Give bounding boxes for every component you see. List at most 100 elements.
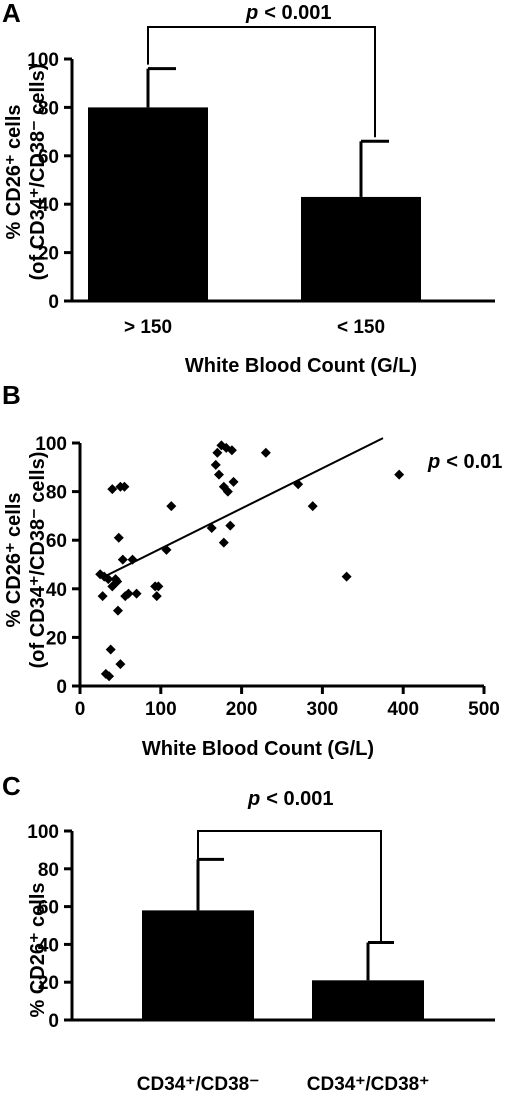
panel-a-tick-labels: 0 20 40 60 80 100 > 150 < 150	[27, 50, 385, 338]
c-y-tick-label: 60	[38, 898, 59, 919]
panel-b-tick-labels: 0 20 40 60 80 100 0 100 200 300 400 500	[35, 434, 500, 720]
a-y-tick-label: 40	[38, 195, 59, 216]
panel-b-data-point	[115, 659, 126, 670]
panel-b-data-point	[107, 484, 118, 495]
panel-c-p-text: < 0.001	[266, 788, 333, 810]
c-bar	[312, 980, 424, 1020]
panel-c-tick-labels: 0 20 40 60 80 100 CD34⁺/CD38⁻ CD34⁺/CD38⁺	[27, 822, 429, 1095]
panel-b-data-point	[151, 591, 162, 602]
panel-b-data-point	[307, 501, 318, 512]
panel-b-points	[95, 440, 405, 682]
panel-b-data-point	[394, 469, 405, 480]
panel-b-trendline	[103, 437, 384, 578]
panel-b-y-axis-label-line2: (of CD34⁺/CD38⁻ cells)	[27, 452, 49, 669]
panel-b-trendline-line	[103, 437, 384, 578]
panel-b-x-tick-label: 0	[75, 699, 86, 720]
panel-c-axes	[64, 829, 495, 1022]
panel-b-data-point	[153, 581, 164, 592]
panel-b-data-point	[105, 644, 116, 655]
panel-b-data-point	[225, 520, 236, 531]
a-bar	[301, 196, 421, 301]
panel-b-data-point	[341, 571, 352, 582]
a-x-category-label: < 150	[337, 317, 385, 338]
a-y-tick-label: 0	[48, 292, 59, 313]
panel-b-p-text: < 0.01	[446, 451, 502, 473]
panel-c-y-axis-label: % CD26⁺ cells	[27, 882, 49, 1017]
panel-b-y-tick-label: 20	[46, 628, 67, 649]
c-y-tick-label: 40	[38, 935, 59, 956]
panel-b-y-tick-label: 100	[35, 434, 67, 455]
a-y-tick-label: 60	[38, 147, 59, 168]
panel-b-data-point	[104, 671, 115, 682]
panel-b-x-tick-label: 300	[307, 699, 339, 720]
panel-b-data-point	[260, 447, 271, 458]
panel-b-y-axis-label-line1: % CD26⁺ cells	[3, 492, 25, 627]
panel-a-y-axis-label-line1: % CD26⁺ cells	[3, 104, 25, 239]
panel-c-letter: C	[2, 771, 21, 801]
panel-b-data-point	[226, 445, 237, 456]
panel-b-data-point	[293, 479, 304, 490]
panel-c: C 0 20 40 60 80 100 CD34⁺/CD38⁻ CD34⁺/CD38⁺ % C…	[2, 771, 495, 1095]
panel-b-data-point	[166, 501, 177, 512]
panel-b-x-tick-label: 400	[387, 699, 419, 720]
panel-c-bars	[142, 857, 424, 1020]
panel-c-p-symbol: p	[247, 788, 260, 810]
panel-b-axes	[72, 441, 486, 694]
panel-a-significance-bracket	[147, 26, 376, 138]
c-y-tick-label: 80	[38, 860, 59, 881]
a-y-tick-label: 100	[27, 50, 59, 71]
panel-b-p-symbol: p	[427, 451, 440, 473]
c-bracket-line	[197, 830, 382, 943]
panel-a-letter: A	[2, 0, 21, 28]
panel-b-letter: B	[2, 380, 21, 410]
panel-b-x-axis-label: White Blood Count (G/L)	[142, 738, 374, 760]
panel-b-data-point	[127, 554, 138, 565]
panel-b-data-point	[97, 591, 108, 602]
panel-b-data-point	[131, 588, 142, 599]
panel-b-data-point	[113, 532, 124, 543]
panel-a-x-axis-label: White Blood Count (G/L)	[185, 355, 417, 377]
panel-a-p-symbol: p	[245, 2, 258, 24]
panel-b-x-tick-label: 500	[468, 699, 500, 720]
panel-b-data-point	[112, 576, 123, 587]
panel-b-x-tick-label: 100	[145, 699, 177, 720]
panel-b-data-point	[213, 469, 224, 480]
panel-b-y-tick-label: 0	[56, 677, 67, 698]
panel-c-p-value: p < 0.001	[247, 788, 334, 810]
c-x-category-label: CD34⁺/CD38⁺	[307, 1074, 430, 1095]
panel-c-significance-bracket	[197, 830, 382, 943]
a-y-tick-label: 20	[38, 244, 59, 265]
panel-b-data-point	[212, 447, 223, 458]
panel-b-data-point	[112, 605, 123, 616]
a-x-category-label: > 150	[124, 317, 172, 338]
a-bracket-line	[147, 26, 376, 138]
panel-b-data-point	[210, 459, 221, 470]
panel-b-data-point	[161, 544, 172, 555]
panel-b-y-tick-label: 60	[46, 531, 67, 552]
c-bar	[142, 910, 254, 1020]
panel-b-p-value: p < 0.01	[427, 451, 502, 473]
panel-a-p-value: p < 0.001	[245, 2, 332, 24]
panel-a-p-text: < 0.001	[264, 2, 331, 24]
panel-b-data-point	[117, 554, 128, 565]
panel-a-bars	[88, 67, 421, 302]
panel-b-data-point	[119, 481, 130, 492]
panel-b: B 0 20 40 60 80 100 0 100 200 300 400 500 White Blo…	[2, 380, 502, 760]
panel-a: A 0 20 40 60 80 100 > 150 < 150 White Blood Cou…	[2, 0, 495, 377]
panel-b-x-tick-label: 200	[226, 699, 258, 720]
c-y-tick-label: 100	[27, 822, 59, 843]
c-y-tick-label: 0	[48, 1011, 59, 1032]
panel-b-data-point	[218, 537, 229, 548]
panel-b-data-point	[222, 486, 233, 497]
panel-b-y-tick-label: 80	[46, 483, 67, 504]
c-x-category-label: CD34⁺/CD38⁻	[137, 1074, 260, 1095]
panel-b-data-point	[123, 588, 134, 599]
panel-b-data-point	[103, 574, 114, 585]
panel-b-data-point	[228, 476, 239, 487]
a-y-tick-label: 80	[38, 98, 59, 119]
a-bar	[88, 107, 208, 302]
panel-b-y-tick-label: 40	[46, 580, 67, 601]
c-y-tick-label: 20	[38, 973, 59, 994]
panel-b-data-point	[206, 523, 217, 534]
